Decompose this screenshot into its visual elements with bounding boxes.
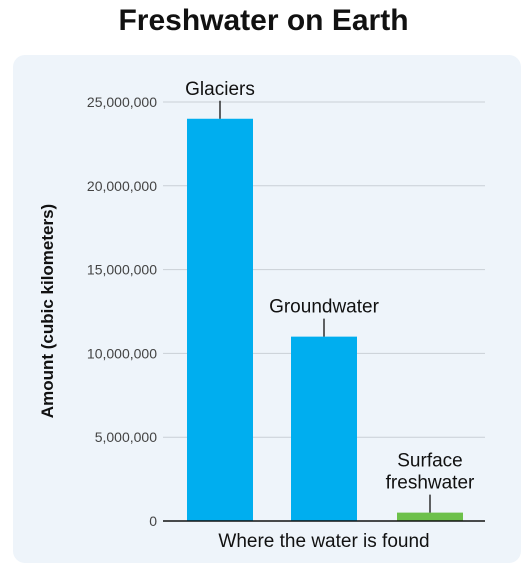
bar-label: Surface freshwater bbox=[386, 451, 475, 494]
bar-label: Groundwater bbox=[269, 297, 380, 318]
y-tick-label: 25,000,000 bbox=[87, 94, 157, 110]
y-tick-label: 10,000,000 bbox=[87, 345, 157, 361]
y-tick-label: 0 bbox=[149, 513, 157, 529]
chart-panel bbox=[13, 55, 521, 563]
bar-surface-freshwater bbox=[397, 512, 463, 521]
y-tick-label: 20,000,000 bbox=[87, 178, 157, 194]
bars bbox=[187, 118, 463, 521]
y-axis-label: Amount (cubic kilometers) bbox=[38, 204, 57, 418]
x-axis-label: Where the water is found bbox=[218, 531, 429, 552]
bar-label: Glaciers bbox=[185, 79, 255, 100]
y-tick-label: 15,000,000 bbox=[87, 262, 157, 278]
y-tick-labels: 0 5,000,000 10,000,000 15,000,000 20,000,000… bbox=[87, 94, 157, 529]
bar-labels: Glaciers Groundwater Surface freshwater bbox=[185, 79, 475, 513]
y-tick-label: 5,000,000 bbox=[95, 429, 157, 445]
bar-groundwater bbox=[291, 336, 357, 521]
chart-title: Freshwater on Earth bbox=[118, 4, 409, 37]
bar-glaciers bbox=[187, 118, 253, 521]
